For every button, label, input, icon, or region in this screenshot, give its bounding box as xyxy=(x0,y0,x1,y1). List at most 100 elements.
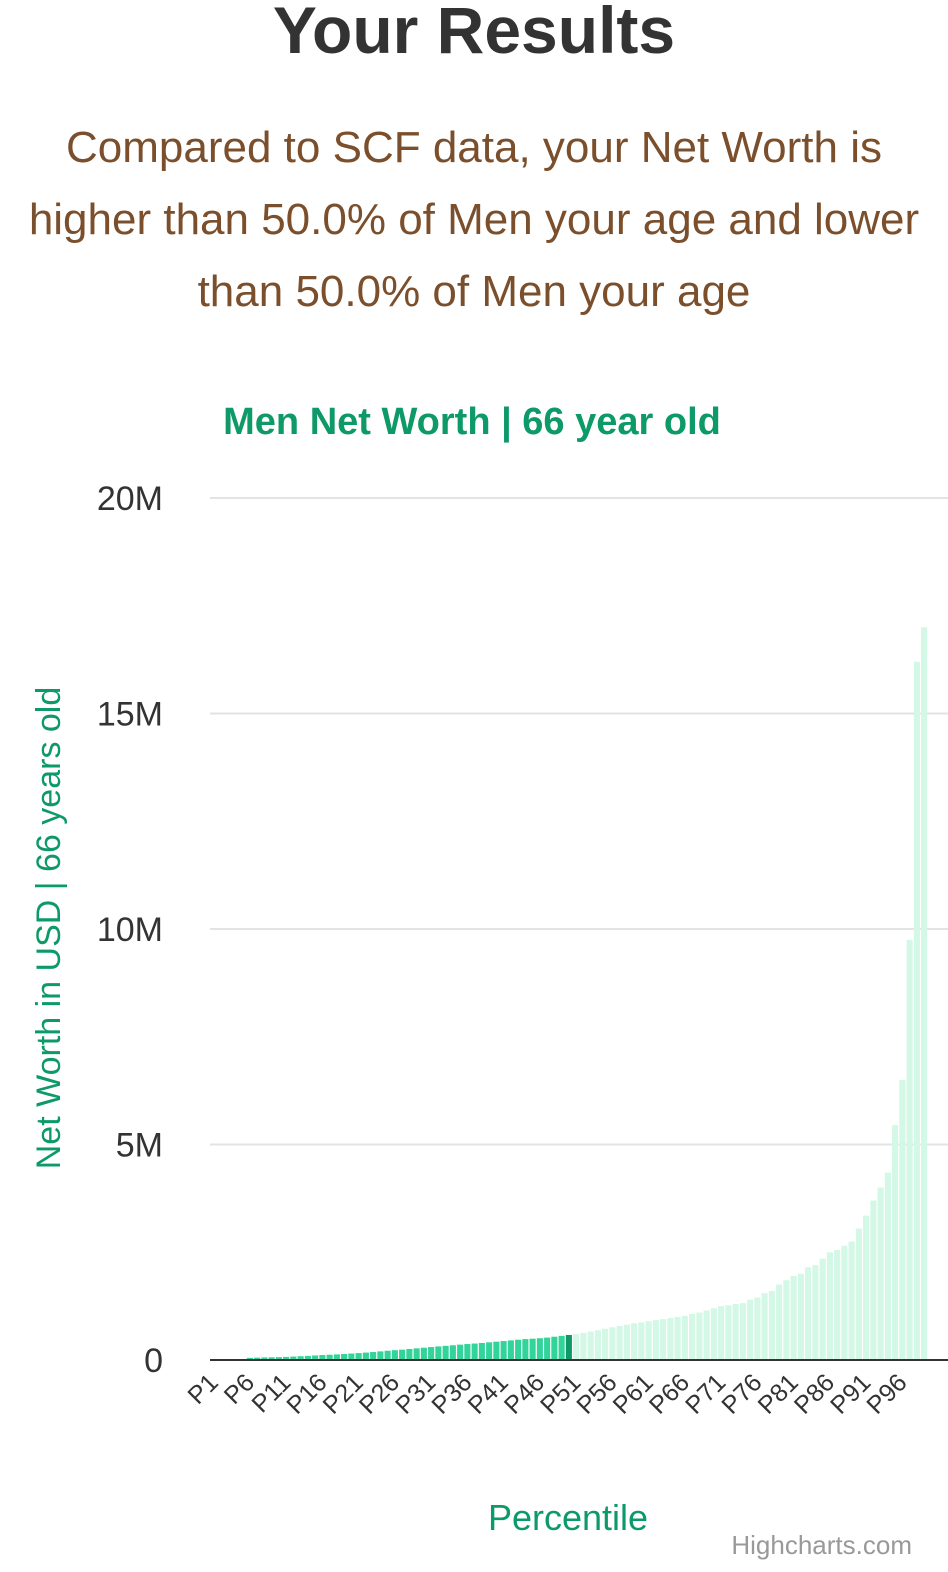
bar xyxy=(283,1356,290,1360)
bar xyxy=(558,1335,565,1360)
bar xyxy=(797,1273,804,1360)
bar xyxy=(638,1322,645,1360)
bar xyxy=(471,1343,478,1360)
bar xyxy=(413,1348,420,1360)
bar xyxy=(304,1355,311,1360)
bar xyxy=(435,1346,442,1360)
bar xyxy=(312,1355,319,1360)
bar xyxy=(362,1352,369,1360)
bar xyxy=(768,1291,775,1360)
x-tick-label: P1 xyxy=(182,1368,223,1409)
bar xyxy=(449,1345,456,1360)
x-tick-label: P96 xyxy=(861,1368,912,1419)
bar xyxy=(877,1187,884,1360)
bar xyxy=(297,1356,304,1360)
bar xyxy=(761,1293,768,1360)
bar xyxy=(370,1352,377,1360)
bar xyxy=(602,1328,609,1360)
bar xyxy=(674,1316,681,1360)
bar xyxy=(616,1325,623,1360)
bar xyxy=(826,1252,833,1360)
bar xyxy=(391,1350,398,1360)
bar xyxy=(841,1245,848,1360)
bar xyxy=(754,1297,761,1360)
bar xyxy=(536,1338,543,1360)
bar xyxy=(645,1321,652,1360)
bar xyxy=(747,1299,754,1360)
bar xyxy=(507,1340,514,1360)
bar xyxy=(500,1341,507,1360)
bar xyxy=(319,1355,326,1360)
bar xyxy=(399,1349,406,1360)
bar xyxy=(725,1305,732,1360)
y-tick-label: 0 xyxy=(144,1342,163,1380)
y-tick-label: 15M xyxy=(97,696,163,734)
bar xyxy=(420,1347,427,1360)
bar xyxy=(246,1357,253,1360)
bar xyxy=(573,1334,580,1360)
bar xyxy=(609,1327,616,1360)
bar xyxy=(623,1324,630,1360)
bar xyxy=(580,1332,587,1360)
bar xyxy=(290,1356,297,1360)
y-tick-label: 10M xyxy=(97,911,163,949)
x-axis-label: Percentile xyxy=(488,1497,648,1538)
y-axis-label: Net Worth in USD | 66 years old xyxy=(30,687,68,1170)
bar xyxy=(790,1275,797,1360)
bar xyxy=(565,1335,572,1360)
credits: Highcharts.com xyxy=(731,1530,912,1560)
bar xyxy=(776,1284,783,1360)
bar xyxy=(333,1354,340,1360)
bar xyxy=(551,1336,558,1360)
bar xyxy=(710,1308,717,1360)
bar xyxy=(341,1353,348,1360)
bar xyxy=(921,627,928,1360)
bar xyxy=(355,1353,362,1360)
bar xyxy=(631,1323,638,1360)
bar xyxy=(486,1342,493,1360)
bar xyxy=(870,1200,877,1360)
bar xyxy=(464,1344,471,1360)
bar xyxy=(515,1339,522,1360)
bar xyxy=(812,1265,819,1360)
chart-title: Men Net Worth | 66 year old xyxy=(223,401,721,443)
bar xyxy=(834,1250,841,1360)
bar xyxy=(348,1353,355,1360)
bar xyxy=(906,939,913,1360)
bar xyxy=(783,1280,790,1360)
bar xyxy=(703,1310,710,1360)
bar xyxy=(805,1267,812,1360)
bar xyxy=(660,1319,667,1360)
bar xyxy=(848,1241,855,1360)
bar xyxy=(544,1337,551,1360)
bar xyxy=(377,1351,384,1360)
bar xyxy=(732,1303,739,1360)
bar xyxy=(457,1344,464,1360)
bar xyxy=(913,661,920,1360)
bar xyxy=(855,1228,862,1360)
bar xyxy=(667,1317,674,1360)
bar xyxy=(428,1347,435,1360)
bar xyxy=(681,1316,688,1360)
bar xyxy=(689,1313,696,1360)
bar xyxy=(275,1357,282,1360)
bar xyxy=(696,1312,703,1360)
bar xyxy=(652,1320,659,1360)
bar xyxy=(254,1357,261,1360)
bar xyxy=(326,1354,333,1360)
bar xyxy=(594,1330,601,1360)
y-tick-label: 5M xyxy=(116,1127,163,1165)
bar xyxy=(493,1341,500,1360)
bar xyxy=(884,1172,891,1360)
bar xyxy=(406,1349,413,1360)
bar xyxy=(587,1331,594,1360)
bar xyxy=(522,1339,529,1360)
y-tick-label: 20M xyxy=(97,480,163,518)
page-title: Your Results xyxy=(272,0,676,67)
bar xyxy=(442,1345,449,1360)
bar xyxy=(529,1338,536,1360)
bar xyxy=(892,1125,899,1360)
bar xyxy=(819,1258,826,1360)
